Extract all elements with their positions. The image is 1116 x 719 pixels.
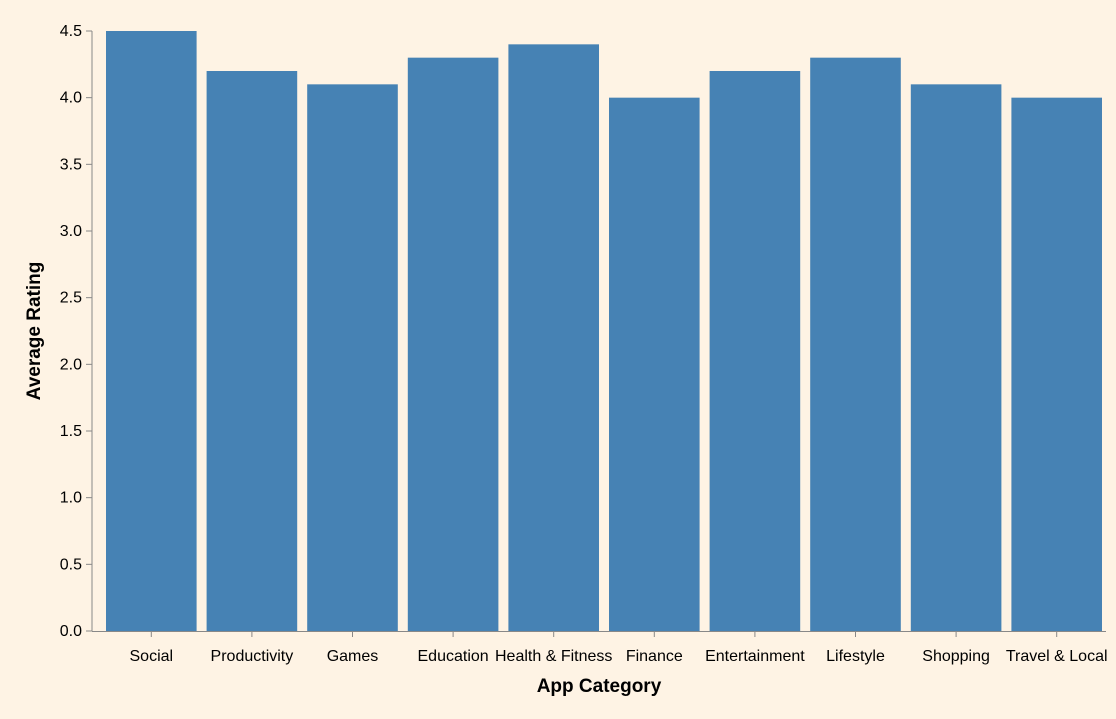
bar: [106, 31, 197, 631]
bar: [609, 97, 700, 631]
x-tick-label: Health & Fitness: [495, 648, 612, 665]
x-axis-title: App Category: [537, 676, 662, 697]
x-axis: Social Productivity Games Education Health &…: [92, 631, 1108, 665]
y-tick-label: 0.5: [60, 556, 82, 573]
bar: [307, 84, 398, 632]
x-tick-label: Finance: [626, 648, 683, 665]
x-tick-label: Social: [130, 648, 174, 665]
y-tick-label: 3.0: [60, 223, 82, 240]
x-tick-label: Entertainment: [705, 648, 805, 665]
x-tick-label: Lifestyle: [826, 648, 885, 665]
bars-group: [106, 31, 1102, 632]
y-axis: 0.0 0.5 1.0 1.5 2.0 2.5 3.0 3.5 4.0 4.5: [60, 23, 93, 640]
bar: [910, 84, 1002, 632]
x-tick-label: Shopping: [922, 648, 990, 665]
y-tick-label: 2.5: [60, 290, 82, 307]
x-tick-label: Education: [418, 648, 489, 665]
bar: [1011, 97, 1102, 631]
bar: [407, 57, 499, 631]
y-tick-label: 1.0: [60, 490, 82, 507]
y-tick-label: 2.0: [60, 356, 82, 373]
x-tick-label: Travel & Local: [1006, 648, 1108, 665]
bar: [508, 44, 599, 632]
y-axis-title: Average Rating: [24, 262, 45, 401]
bar: [206, 71, 298, 631]
y-tick-label: 3.5: [60, 156, 82, 173]
y-tick-label: 1.5: [60, 423, 82, 440]
bar: [810, 57, 901, 631]
y-tick-label: 0.0: [60, 623, 82, 640]
x-tick-label: Games: [327, 648, 379, 665]
y-tick-label: 4.5: [60, 23, 82, 40]
y-tick-label: 4.0: [60, 90, 82, 107]
bar: [709, 71, 801, 631]
x-tick-label: Productivity: [211, 648, 294, 665]
